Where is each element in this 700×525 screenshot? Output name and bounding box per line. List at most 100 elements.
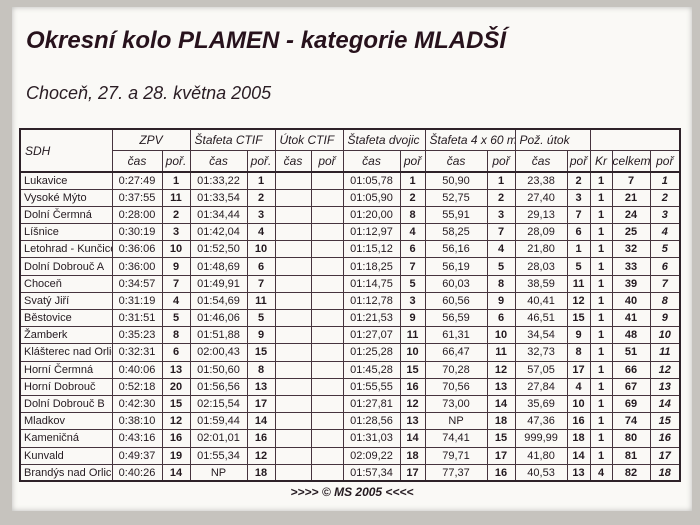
cell-stafeta-dvojic-cas: 01:20,00 bbox=[342, 205, 401, 225]
team-name: Běstovice bbox=[19, 308, 113, 328]
cell-stafeta-ctif-cas: 01:55,34 bbox=[189, 446, 248, 465]
cell-utok-ctif-por bbox=[310, 274, 344, 293]
cell-stafeta-ctif-por: 5 bbox=[246, 308, 276, 328]
cell-stafeta-dvojic-cas: 01:05,90 bbox=[342, 188, 401, 207]
cell-poz-utok-por: 2 bbox=[566, 171, 591, 190]
cell-zpv-cas: 0:40:26 bbox=[111, 463, 163, 482]
cell-zpv-por: 4 bbox=[161, 291, 191, 311]
cell-zpv-cas: 0:49:37 bbox=[111, 446, 163, 465]
cell-stafeta-4x60-por: 4 bbox=[486, 240, 516, 259]
cell-poz-utok-cas: 57,05 bbox=[514, 360, 568, 379]
cell-stafeta-dvojic-por: 9 bbox=[399, 308, 426, 328]
cell-poz-utok-cas: 29,13 bbox=[514, 205, 568, 225]
cell-stafeta-dvojic-cas: 01:15,12 bbox=[342, 240, 401, 259]
cell-zpv-por: 2 bbox=[161, 205, 191, 225]
table-row: Brandýs nad Orlicí 0:40:26 14 NP 18 01:57,34 1… bbox=[19, 463, 681, 482]
cell-utok-ctif-por bbox=[310, 412, 344, 431]
cell-stafeta-dvojic-por: 3 bbox=[399, 291, 426, 311]
cell-stafeta-4x60-por: 14 bbox=[486, 394, 516, 414]
cell-utok-ctif-por bbox=[310, 446, 344, 465]
cell-stafeta-4x60-cas: 56,19 bbox=[424, 257, 488, 276]
cell-kr: 1 bbox=[589, 377, 613, 396]
cell-stafeta-4x60-cas: 73,00 bbox=[424, 394, 488, 414]
cell-zpv-cas: 0:28:00 bbox=[111, 205, 163, 225]
cell-zpv-cas: 0:36:06 bbox=[111, 240, 163, 259]
cell-stafeta-dvojic-por: 15 bbox=[399, 360, 426, 379]
cell-stafeta-ctif-por: 18 bbox=[246, 463, 276, 482]
table-row: Choceň 0:34:57 7 01:49,91 7 01:14,75 5 60,03 8 38… bbox=[19, 274, 681, 293]
header-zpv-cas: čas bbox=[111, 150, 163, 173]
cell-stafeta-dvojic-cas: 01:14,75 bbox=[342, 274, 401, 293]
cell-stafeta-4x60-cas: 50,90 bbox=[424, 171, 488, 190]
header-por-celkem: poř bbox=[649, 150, 681, 173]
cell-celkem: 82 bbox=[611, 463, 651, 482]
cell-utok-ctif-por bbox=[310, 205, 344, 225]
cell-stafeta-dvojic-por: 5 bbox=[399, 274, 426, 293]
cell-kr: 1 bbox=[589, 343, 613, 362]
cell-stafeta-ctif-cas: 01:49,91 bbox=[189, 274, 248, 293]
cell-zpv-cas: 0:32:31 bbox=[111, 343, 163, 362]
cell-stafeta-4x60-por: 1 bbox=[486, 171, 516, 190]
cell-stafeta-dvojic-por: 12 bbox=[399, 394, 426, 414]
cell-utok-ctif-por bbox=[310, 308, 344, 328]
cell-kr: 1 bbox=[589, 205, 613, 225]
cell-stafeta-ctif-por: 14 bbox=[246, 412, 276, 431]
table-row: Mladkov 0:38:10 12 01:59,44 14 01:28,56 13 NP 18… bbox=[19, 412, 681, 431]
cell-stafeta-4x60-cas: 70,28 bbox=[424, 360, 488, 379]
cell-stafeta-4x60-cas: 56,16 bbox=[424, 240, 488, 259]
cell-por-celkem: 1 bbox=[649, 171, 681, 190]
cell-zpv-cas: 0:31:51 bbox=[111, 308, 163, 328]
team-name: Horní Čermná bbox=[19, 360, 113, 379]
cell-stafeta-ctif-por: 7 bbox=[246, 274, 276, 293]
cell-utok-ctif-cas bbox=[274, 394, 312, 414]
cell-stafeta-ctif-por: 11 bbox=[246, 291, 276, 311]
cell-celkem: 33 bbox=[611, 257, 651, 276]
cell-stafeta-ctif-por: 3 bbox=[246, 205, 276, 225]
cell-poz-utok-por: 15 bbox=[566, 308, 591, 328]
cell-stafeta-4x60-cas: 60,56 bbox=[424, 291, 488, 311]
team-name: Letohrad - Kunčice bbox=[19, 240, 113, 259]
cell-stafeta-dvojic-por: 2 bbox=[399, 188, 426, 207]
cell-zpv-cas: 0:52:18 bbox=[111, 377, 163, 396]
cell-utok-ctif-por bbox=[310, 343, 344, 362]
cell-poz-utok-cas: 34,54 bbox=[514, 326, 568, 345]
cell-stafeta-dvojic-por: 18 bbox=[399, 446, 426, 465]
cell-stafeta-4x60-por: 9 bbox=[486, 291, 516, 311]
cell-stafeta-4x60-por: 8 bbox=[486, 274, 516, 293]
cell-stafeta-dvojic-cas: 01:57,34 bbox=[342, 463, 401, 482]
cell-stafeta-ctif-por: 4 bbox=[246, 223, 276, 242]
table-row: Dolní Čermná 0:28:00 2 01:34,44 3 01:20,00 8 55… bbox=[19, 205, 681, 225]
cell-stafeta-dvojic-cas: 01:31,03 bbox=[342, 429, 401, 448]
cell-stafeta-dvojic-por: 11 bbox=[399, 326, 426, 345]
table-row: Horní Dobrouč 0:52:18 20 01:56,56 13 01:55,55… bbox=[19, 377, 681, 396]
cell-stafeta-4x60-cas: 56,59 bbox=[424, 308, 488, 328]
cell-poz-utok-cas: 23,38 bbox=[514, 171, 568, 190]
cell-utok-ctif-cas bbox=[274, 429, 312, 448]
cell-utok-ctif-cas bbox=[274, 291, 312, 311]
cell-poz-utok-por: 14 bbox=[566, 446, 591, 465]
cell-stafeta-4x60-por: 15 bbox=[486, 429, 516, 448]
cell-poz-utok-por: 9 bbox=[566, 326, 591, 345]
cell-utok-ctif-cas bbox=[274, 257, 312, 276]
cell-zpv-por: 1 bbox=[161, 171, 191, 190]
results-tbody: Lukavice 0:27:49 1 01:33,22 1 01:05,78 1 50,90 1… bbox=[19, 171, 681, 482]
cell-poz-utok-por: 1 bbox=[566, 240, 591, 259]
cell-zpv-por: 5 bbox=[161, 308, 191, 328]
cell-poz-utok-por: 7 bbox=[566, 205, 591, 225]
cell-utok-ctif-por bbox=[310, 291, 344, 311]
cell-utok-ctif-cas bbox=[274, 223, 312, 242]
cell-stafeta-4x60-por: 18 bbox=[486, 412, 516, 431]
team-name: Dolní Dobrouč B bbox=[19, 394, 113, 414]
cell-stafeta-ctif-por: 2 bbox=[246, 188, 276, 207]
cell-stafeta-ctif-cas: 01:59,44 bbox=[189, 412, 248, 431]
cell-poz-utok-cas: 40,41 bbox=[514, 291, 568, 311]
cell-kr: 1 bbox=[589, 308, 613, 328]
cell-zpv-por: 13 bbox=[161, 360, 191, 379]
cell-stafeta-ctif-cas: 01:42,04 bbox=[189, 223, 248, 242]
cell-utok-ctif-cas bbox=[274, 240, 312, 259]
cell-zpv-cas: 0:40:06 bbox=[111, 360, 163, 379]
cell-utok-ctif-por bbox=[310, 377, 344, 396]
cell-zpv-cas: 0:42:30 bbox=[111, 394, 163, 414]
cell-stafeta-4x60-cas: 61,31 bbox=[424, 326, 488, 345]
